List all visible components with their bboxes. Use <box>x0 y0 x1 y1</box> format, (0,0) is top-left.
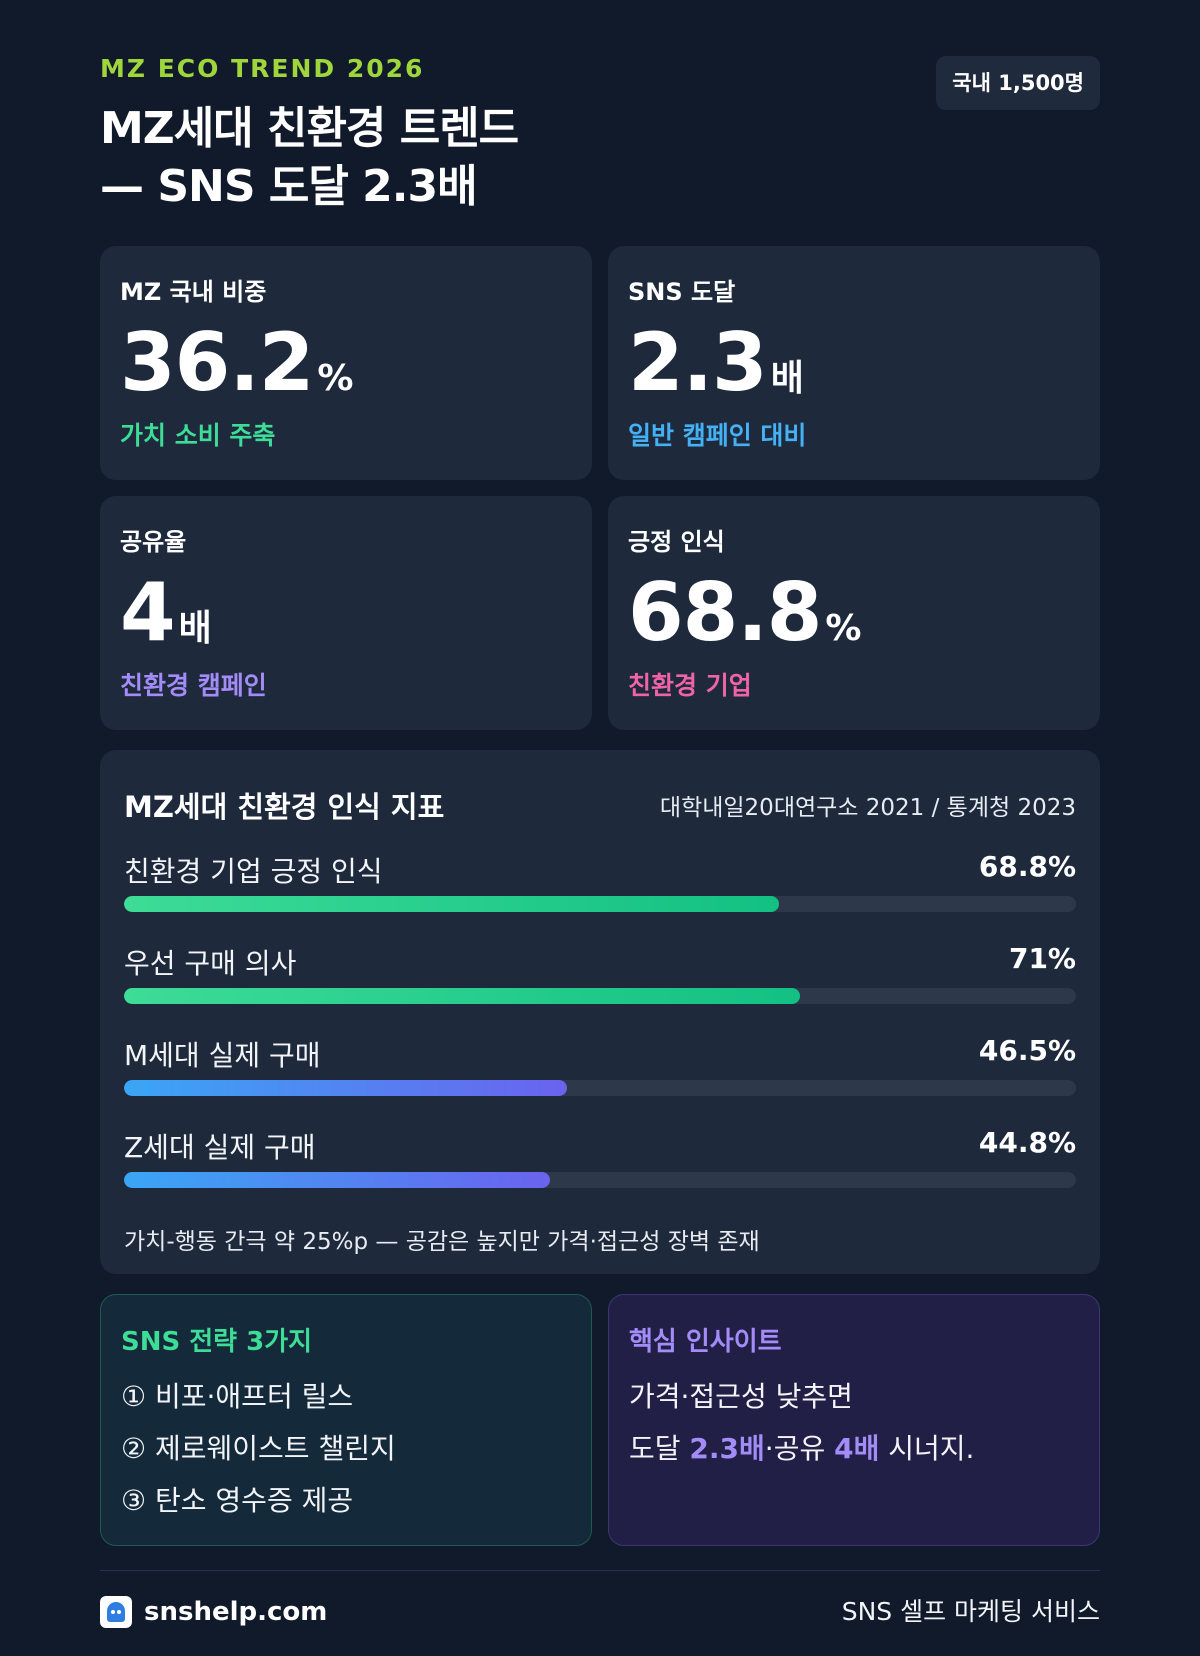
indicator-value: 44.8% <box>978 1126 1076 1159</box>
strategy-item: ① 비포·애프터 릴스 <box>121 1380 354 1413</box>
stat-label: MZ 국내 비중 <box>120 278 267 306</box>
mascot-logo-icon <box>100 1596 132 1628</box>
service-tagline: SNS 셀프 마케팅 서비스 <box>841 1597 1100 1626</box>
infographic-page: MZ ECO TREND 2026 MZ세대 친환경 트렌드 — SNS 도달 … <box>100 0 1100 1656</box>
stat-number: 36.2 <box>120 316 314 409</box>
stat-number: 2.3 <box>628 316 768 409</box>
indicator-label: 우선 구매 의사 <box>124 947 297 980</box>
progress-fill <box>124 988 800 1004</box>
stat-subtitle: 가치 소비 주축 <box>120 421 276 450</box>
stat-subtitle: 친환경 캠페인 <box>120 671 267 700</box>
indicator-row-purchase-intent: 우선 구매 의사 71% <box>124 942 1076 1022</box>
indicator-row-z-gen-purchase: Z세대 실제 구매 44.8% <box>124 1126 1076 1206</box>
stat-card-mz-share: MZ 국내 비중 36.2% 가치 소비 주축 <box>100 246 592 480</box>
stat-label: 긍정 인식 <box>628 528 725 556</box>
indicator-row-eco-positive: 친환경 기업 긍정 인식 68.8% <box>124 850 1076 930</box>
indicator-source: 대학내일20대연구소 2021 / 통계청 2023 <box>659 795 1076 821</box>
stat-value: 68.8% <box>628 566 861 659</box>
progress-track <box>124 1172 1076 1188</box>
indicator-note: 가치-행동 간극 약 25%p — 공감은 높지만 가격·접근성 장벽 존재 <box>124 1229 760 1255</box>
progress-track <box>124 988 1076 1004</box>
insight-line2: 도달 2.3배·공유 4배 시너지. <box>629 1427 974 1467</box>
insight-text: 도달 <box>629 1432 690 1465</box>
page-title-line2: — SNS 도달 2.3배 <box>100 161 478 212</box>
stat-number: 68.8 <box>628 566 822 659</box>
indicator-value: 71% <box>1008 942 1076 975</box>
indicator-row-m-gen-purchase: M세대 실제 구매 46.5% <box>124 1034 1076 1114</box>
indicator-panel-title: MZ세대 친환경 인식 지표 <box>124 790 445 824</box>
stat-card-positive-perception: 긍정 인식 68.8% 친환경 기업 <box>608 496 1100 730</box>
stat-label: 공유율 <box>120 528 187 556</box>
progress-fill <box>124 896 779 912</box>
strategy-item: ② 제로웨이스트 챌린지 <box>121 1432 396 1465</box>
stat-value: 36.2% <box>120 316 353 409</box>
strategy-box: SNS 전략 3가지 ① 비포·애프터 릴스 ② 제로웨이스트 챌린지 ③ 탄소… <box>100 1294 592 1546</box>
page-title: MZ세대 친환경 트렌드 — SNS 도달 2.3배 <box>100 100 519 216</box>
progress-track <box>124 896 1076 912</box>
strategy-item: ③ 탄소 영수증 제공 <box>121 1484 354 1517</box>
progress-fill <box>124 1080 567 1096</box>
progress-fill <box>124 1172 551 1188</box>
indicator-label: 친환경 기업 긍정 인식 <box>124 855 383 888</box>
indicator-panel: MZ세대 친환경 인식 지표 대학내일20대연구소 2021 / 통계청 202… <box>100 750 1100 1274</box>
insight-box: 핵심 인사이트 가격·접근성 낮추면 도달 2.3배·공유 4배 시너지. <box>608 1294 1100 1546</box>
page-title-line1: MZ세대 친환경 트렌드 <box>100 103 519 154</box>
stat-unit: % <box>317 358 354 399</box>
stat-number: 4 <box>120 566 176 659</box>
indicator-label: Z세대 실제 구매 <box>124 1131 316 1164</box>
stat-unit: % <box>825 608 862 649</box>
footer-brand[interactable]: snshelp.com <box>100 1592 327 1632</box>
insight-title: 핵심 인사이트 <box>629 1327 782 1357</box>
eyebrow-label: MZ ECO TREND 2026 <box>100 54 425 83</box>
insight-highlight-reach: 2.3배 <box>689 1432 765 1465</box>
indicator-value: 46.5% <box>978 1034 1076 1067</box>
stat-unit: 배 <box>770 358 804 399</box>
insight-highlight-share: 4배 <box>834 1432 880 1465</box>
progress-track <box>124 1080 1076 1096</box>
stat-subtitle: 일반 캠페인 대비 <box>628 421 807 450</box>
stat-value: 2.3 배 <box>628 316 804 409</box>
indicator-value: 68.8% <box>978 850 1076 883</box>
sample-size-badge: 국내 1,500명 <box>936 56 1100 110</box>
stat-card-sns-reach: SNS 도달 2.3 배 일반 캠페인 대비 <box>608 246 1100 480</box>
stat-label: SNS 도달 <box>628 278 736 306</box>
stat-unit: 배 <box>178 608 212 649</box>
footer-divider <box>100 1570 1100 1571</box>
indicator-label: M세대 실제 구매 <box>124 1039 321 1072</box>
strategy-title: SNS 전략 3가지 <box>121 1327 313 1357</box>
brand-name: snshelp.com <box>144 1597 328 1627</box>
insight-text: ·공유 <box>764 1432 835 1465</box>
insight-line1: 가격·접근성 낮추면 <box>629 1380 853 1413</box>
stat-subtitle: 친환경 기업 <box>628 671 752 700</box>
insight-text: 시너지. <box>879 1432 975 1465</box>
